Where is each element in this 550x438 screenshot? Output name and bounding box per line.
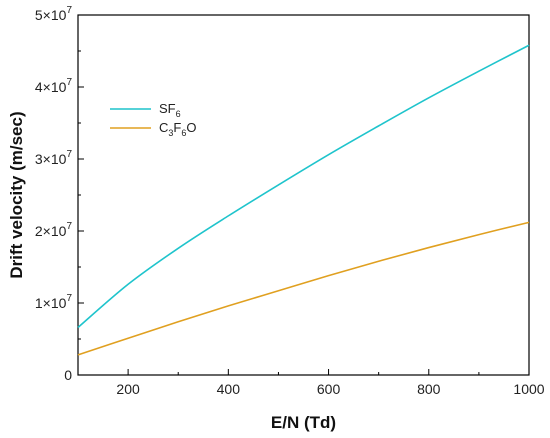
series-line-sf6 (77, 44, 530, 329)
series-lines (77, 44, 530, 356)
y-tick-label: 0 (64, 367, 72, 383)
y-tick-label: 5×107 (35, 5, 73, 23)
x-tick-label: 800 (417, 381, 441, 397)
y-tick-label: 1×107 (35, 293, 73, 311)
x-tick-label: 600 (317, 381, 341, 397)
plot-frame (77, 14, 530, 376)
y-tick-label: 2×107 (35, 221, 73, 239)
legend-label-c3f6o: C3F6O (159, 120, 197, 138)
x-axis-title: E/N (Td) (271, 413, 336, 432)
x-tick-label: 200 (116, 381, 140, 397)
ticks: 200 400 600 800 1000 0 1×107 2×107 3×107 4×107 5×1… (35, 5, 545, 397)
legend-label-sf6: SF6 (159, 101, 181, 119)
y-axis-title: Drift velocity (m/sec) (7, 111, 26, 278)
x-tick-label: 400 (217, 381, 241, 397)
series-line-c3f6o (77, 221, 530, 356)
x-tick-label: 1000 (513, 381, 544, 397)
y-tick-label: 3×107 (35, 149, 73, 167)
y-tick-label: 4×107 (35, 77, 73, 95)
legend: SF6 C3F6O (110, 101, 197, 138)
